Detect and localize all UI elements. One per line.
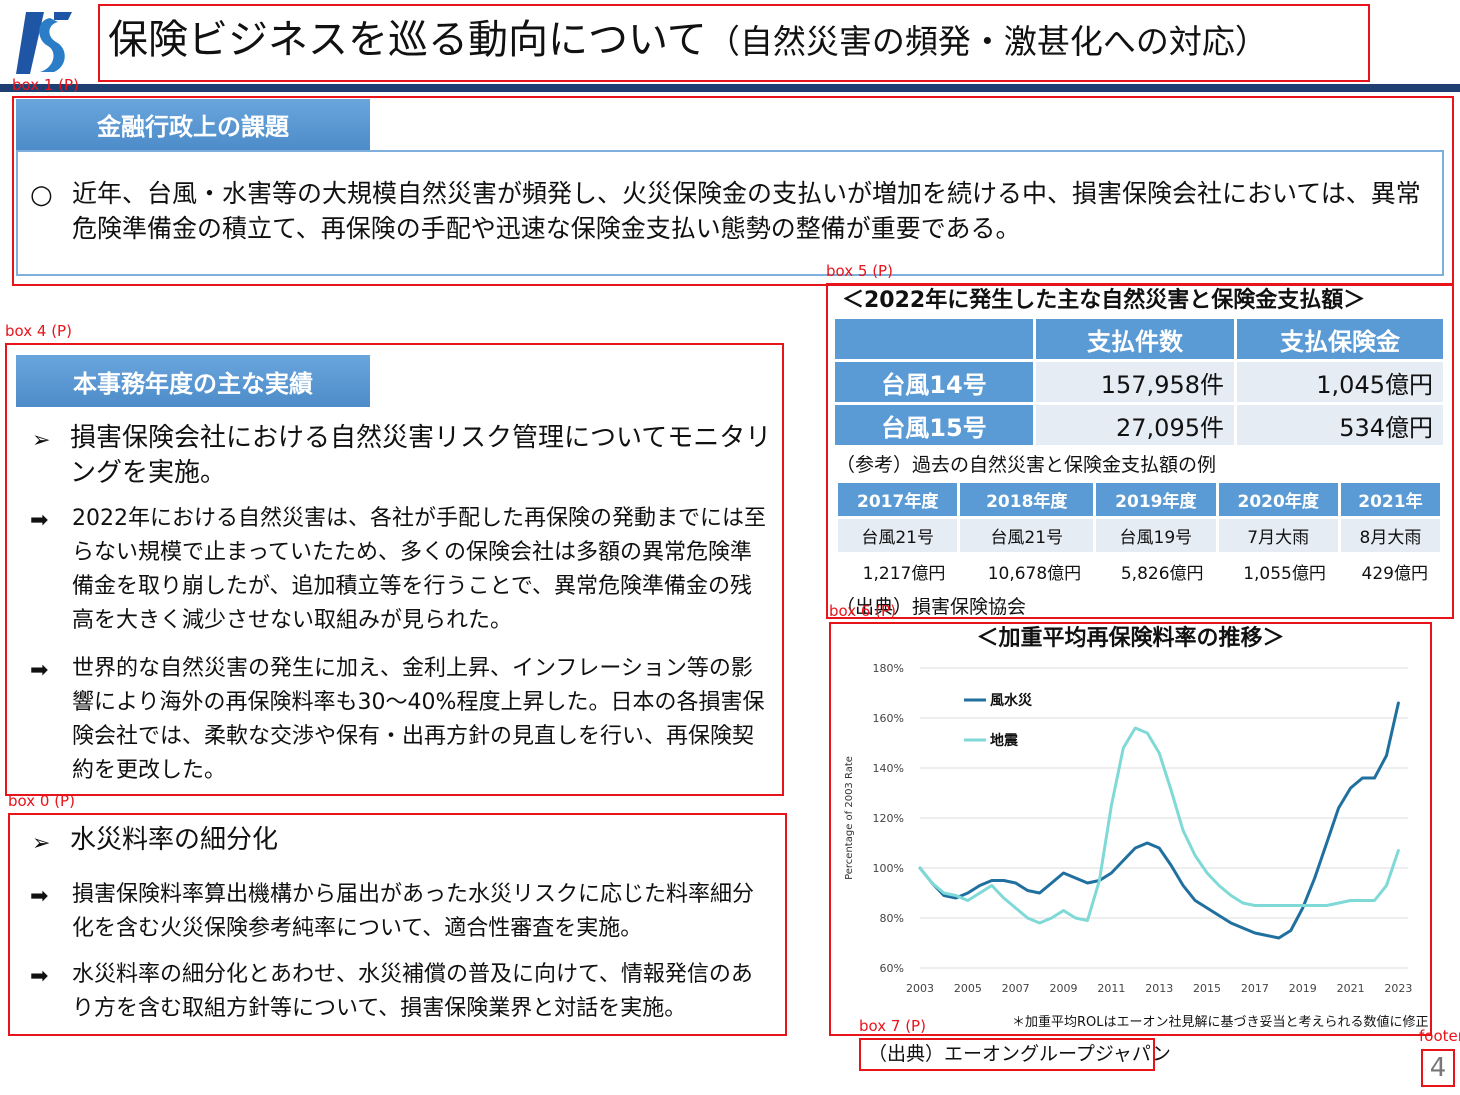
legend-label: 地震 — [990, 732, 1019, 749]
box-7-tag: box 7 (P) — [859, 1017, 926, 1035]
y-tick-label: 100% — [873, 862, 904, 875]
year-header: 2017年度 — [838, 483, 958, 516]
issue-panel — [16, 150, 1444, 276]
series-line-2 — [918, 726, 1400, 925]
box-1-frame — [98, 4, 1370, 82]
fsa-logo-icon — [16, 12, 72, 74]
past-disasters-table: 2017年度 2018年度 2019年度 2020年度 2021年 台風21号 … — [835, 480, 1443, 591]
reinsurance-rate-chart: 60% 80% 100% 120% 140% 160% 180% 2003 2005 2007 20… — [844, 662, 1412, 995]
y-tick-label: 180% — [873, 662, 904, 675]
box-6-frame — [829, 622, 1432, 1036]
amount-cell: 1,055億円 — [1243, 564, 1326, 584]
year-header: 2020年度 — [1218, 483, 1338, 516]
result-sub-2: 世界的な自然災害の発生に加え、金利上昇、インフレーション等の影響により海外の再保… — [72, 656, 765, 783]
cell-count: 27,095件 — [1036, 405, 1234, 445]
event-cell: 台風19号 — [1096, 519, 1216, 552]
bullet-marker-icon: ➢ — [32, 428, 51, 453]
chart-note: ＊加重平均ROLはエーオン社見解に基づき妥当と考えられる数値に修正 — [1012, 1015, 1429, 1030]
column-header-amount: 支払保険金 — [1237, 319, 1443, 359]
cell-count: 157,958件 — [1036, 362, 1234, 402]
x-tick-label: 2021 — [1337, 982, 1365, 995]
result-item-2: 水災料率の細分化 — [70, 825, 279, 855]
x-tick-label: 2019 — [1289, 982, 1317, 995]
table-row: 1,217億円 10,678億円 5,826億円 1,055億円 429億円 — [838, 555, 1440, 588]
footer-tag: footer — [1419, 1028, 1460, 1044]
event-cell: 台風21号 — [838, 519, 958, 552]
x-tick-label: 2009 — [1050, 982, 1078, 995]
y-tick-label: 80% — [880, 912, 904, 925]
result-sub-1: 2022年における自然災害は、各社が手配した再保険の発動までには至らない規模で止… — [72, 506, 766, 633]
box-5-frame — [826, 283, 1454, 619]
box-4-tag: box 4 (P) — [5, 322, 72, 340]
year-header: 2019年度 — [1096, 483, 1216, 516]
x-tick-label: 2015 — [1193, 982, 1221, 995]
table-header-row: 支払件数 支払保険金 — [835, 319, 1443, 359]
legend-label: 風水災 — [990, 692, 1033, 709]
column-header-count: 支払件数 — [1036, 319, 1234, 359]
x-tick-label: 2023 — [1384, 982, 1412, 995]
x-tick-label: 2017 — [1241, 982, 1269, 995]
result-sub-3: 損害保険料率算出機構から届出があった水災リスクに応じた料率細分化を含む火災保険参… — [72, 882, 755, 941]
reference-label: （参考）過去の自然災害と保険金支払額の例 — [836, 454, 1217, 476]
amount-cell: 5,826億円 — [1120, 564, 1204, 584]
cell-amount: 1,045億円 — [1237, 362, 1443, 402]
box-1-tag: box 1 (P) — [12, 76, 79, 94]
x-tick-label: 2003 — [906, 982, 934, 995]
series-line-1 — [918, 701, 1400, 940]
arrow-marker-icon: ➡ — [30, 884, 49, 909]
arrow-marker-icon: ➡ — [30, 964, 49, 989]
table-row: 台風14号 157,958件 1,045億円 — [835, 362, 1443, 402]
x-tick-label: 2011 — [1097, 982, 1125, 995]
result-item-1: 損害保険会社における自然災害リスク管理についてモニタリングを実施。 — [70, 423, 772, 488]
table-row: 台風21号 台風21号 台風19号 7月大雨 8月大雨 — [838, 519, 1440, 552]
box-0-frame — [8, 813, 787, 1036]
arrow-marker-icon: ➡ — [30, 658, 49, 683]
y-tick-label: 60% — [880, 962, 904, 975]
table-source: （出典）損害保険協会 — [836, 596, 1027, 618]
result-sub-4: 水災料率の細分化とあわせ、水災補償の普及に向けて、情報発信のあり方を含む取組方針… — [72, 962, 753, 1021]
bullet-marker-icon: ➢ — [32, 831, 51, 856]
y-tick-label: 140% — [873, 762, 904, 775]
box-4-frame — [5, 343, 784, 796]
y-axis-label: Percentage of 2003 Rate — [844, 756, 855, 880]
table-header-row: 2017年度 2018年度 2019年度 2020年度 2021年 — [838, 483, 1440, 516]
amount-cell: 1,217億円 — [862, 564, 946, 584]
disaster-2022-table: 支払件数 支払保険金 台風14号 157,958件 1,045億円 台風15号 … — [832, 316, 1446, 448]
issue-frame-annotation — [12, 96, 1454, 286]
arrow-marker-icon: ➡ — [30, 508, 49, 533]
amount-cell: 10,678億円 — [987, 564, 1082, 584]
row-header: 台風14号 — [835, 362, 1033, 402]
cell-amount: 534億円 — [1237, 405, 1443, 445]
box-0-tag: box 0 (P) — [8, 792, 75, 810]
row-header: 台風15号 — [835, 405, 1033, 445]
x-tick-label: 2005 — [954, 982, 982, 995]
table-row: 台風15号 27,095件 534億円 — [835, 405, 1443, 445]
amount-cell: 429億円 — [1361, 564, 1428, 584]
box-6-tag: box 6 (P) — [829, 602, 896, 620]
event-cell: 8月大雨 — [1340, 519, 1440, 552]
box-5-tag: box 5 (P) — [826, 262, 893, 280]
page-title: 保険ビジネスを巡る動向について（自然災害の頻発・激甚化への対応） — [108, 12, 1268, 70]
x-tick-label: 2007 — [1002, 982, 1030, 995]
chart-title: ＜加重平均再保険料率の推移＞ — [976, 626, 1285, 651]
event-cell: 台風21号 — [960, 519, 1094, 552]
box-7-frame — [859, 1038, 1155, 1071]
page-title-main: 保険ビジネスを巡る動向について — [108, 17, 707, 63]
page-number: 4 — [1421, 1049, 1455, 1087]
table-corner-cell — [835, 319, 1033, 359]
issue-heading: 金融行政上の課題 — [16, 99, 370, 150]
year-header: 2021年 — [1340, 483, 1440, 516]
y-tick-label: 160% — [873, 712, 904, 725]
y-tick-label: 120% — [873, 812, 904, 825]
header-rule — [0, 84, 1460, 92]
page-title-sub: （自然災害の頻発・激甚化への対応） — [706, 22, 1268, 61]
chart-source: （出典）エーオングループジャパン — [868, 1043, 1171, 1065]
year-header: 2018年度 — [960, 483, 1094, 516]
issue-bullet-icon: ○ — [30, 180, 53, 210]
results-heading: 本事務年度の主な実績 — [16, 355, 370, 407]
event-cell: 7月大雨 — [1218, 519, 1338, 552]
issue-text: 近年、台風・水害等の大規模自然災害が頻発し、火災保険金の支払いが増加を続ける中、… — [72, 179, 1421, 243]
x-tick-label: 2013 — [1145, 982, 1173, 995]
table2022-title: ＜2022年に発生した主な自然災害と保険金支払額＞ — [842, 288, 1366, 313]
